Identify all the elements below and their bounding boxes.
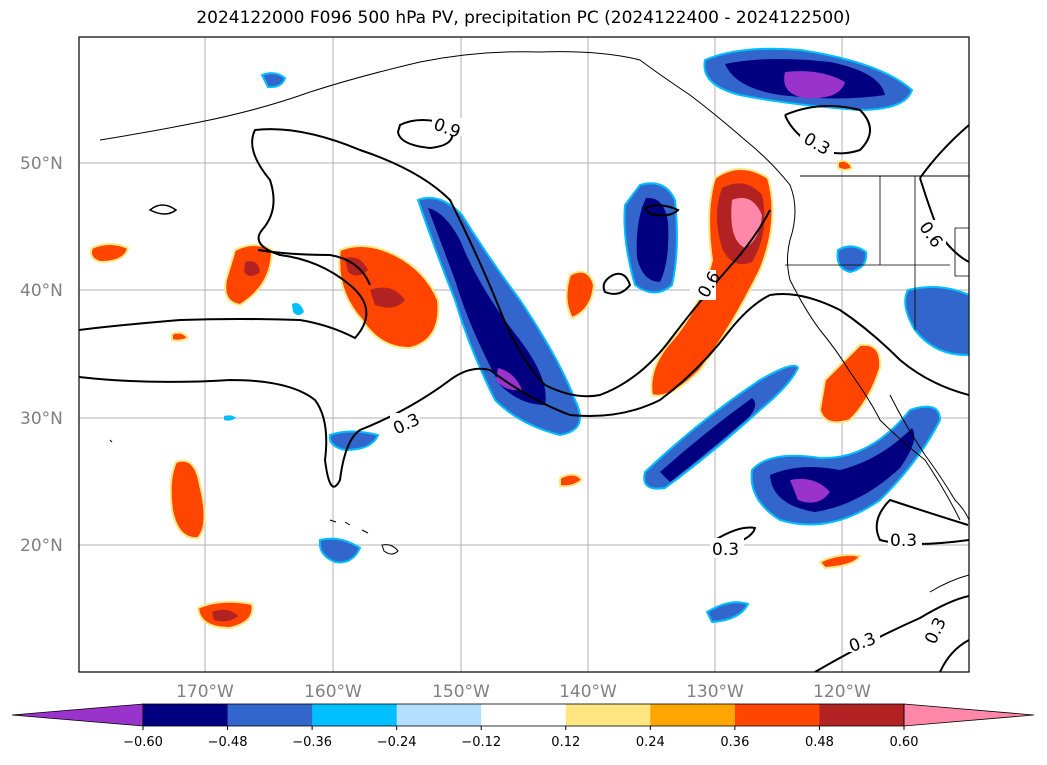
- contour-label: 0.3: [890, 531, 917, 551]
- colorbar-segment: [227, 704, 313, 726]
- lat-label: 20°N: [20, 536, 63, 556]
- map-frame: [78, 36, 970, 673]
- lon-label: 130°W: [686, 682, 744, 702]
- colorbar-extend-low: [11, 703, 144, 727]
- lat-label: 30°N: [20, 409, 63, 429]
- colorbar-tick-label: 0.36: [720, 735, 749, 750]
- colorbar-segment: [819, 704, 905, 726]
- colorbar-segment: [650, 704, 736, 726]
- colorbar-tick-label: −0.48: [208, 735, 248, 750]
- lat-label: 50°N: [20, 154, 63, 174]
- colorbar-segment: [143, 704, 229, 726]
- latitude-labels: 50°N 40°N 30°N 20°N: [20, 154, 63, 556]
- pv-contours: [79, 105, 969, 672]
- map-title: 2024122000 F096 500 hPa PV, precipitatio…: [196, 8, 851, 28]
- colorbar-extend-high: [903, 703, 1035, 727]
- coastlines: [99, 51, 969, 593]
- lon-label: 160°W: [304, 682, 362, 702]
- colorbar-tick-label: 0.60: [890, 735, 919, 750]
- colorbar: −0.60 −0.48 −0.36 −0.24 −0.12 0.12 0.24 0.36 0.4…: [11, 703, 1035, 750]
- colorbar-tick-label: −0.60: [123, 735, 163, 750]
- colorbar-outline: [142, 703, 905, 727]
- colorbar-tick-label: 0.24: [636, 735, 665, 750]
- contour-label: 0.3: [712, 540, 739, 560]
- colorbar-tick-label: −0.24: [377, 735, 417, 750]
- colorbar-segment: [396, 704, 482, 726]
- pos-anomaly-southern-california: [818, 343, 882, 424]
- lat-label: 40°N: [20, 281, 63, 301]
- lon-label: 140°W: [559, 682, 617, 702]
- colorbar-segment: [734, 704, 820, 726]
- colorbar-segment: [481, 704, 567, 726]
- lon-label: 120°W: [813, 682, 871, 702]
- lon-label: 170°W: [176, 682, 234, 702]
- colorbar-segment: [312, 704, 398, 726]
- colorbar-tick-label: 0.48: [805, 735, 834, 750]
- precip-shading: [90, 47, 969, 630]
- colorbar-tick-label: −0.36: [292, 735, 332, 750]
- colorbar-tick-label: −0.12: [461, 735, 501, 750]
- longitude-labels: 170°W 160°W 150°W 140°W 130°W 120°W: [176, 682, 871, 702]
- colorbar-tick-label: 0.12: [551, 735, 580, 750]
- colorbar-segment: [565, 704, 651, 726]
- lon-label: 150°W: [432, 682, 490, 702]
